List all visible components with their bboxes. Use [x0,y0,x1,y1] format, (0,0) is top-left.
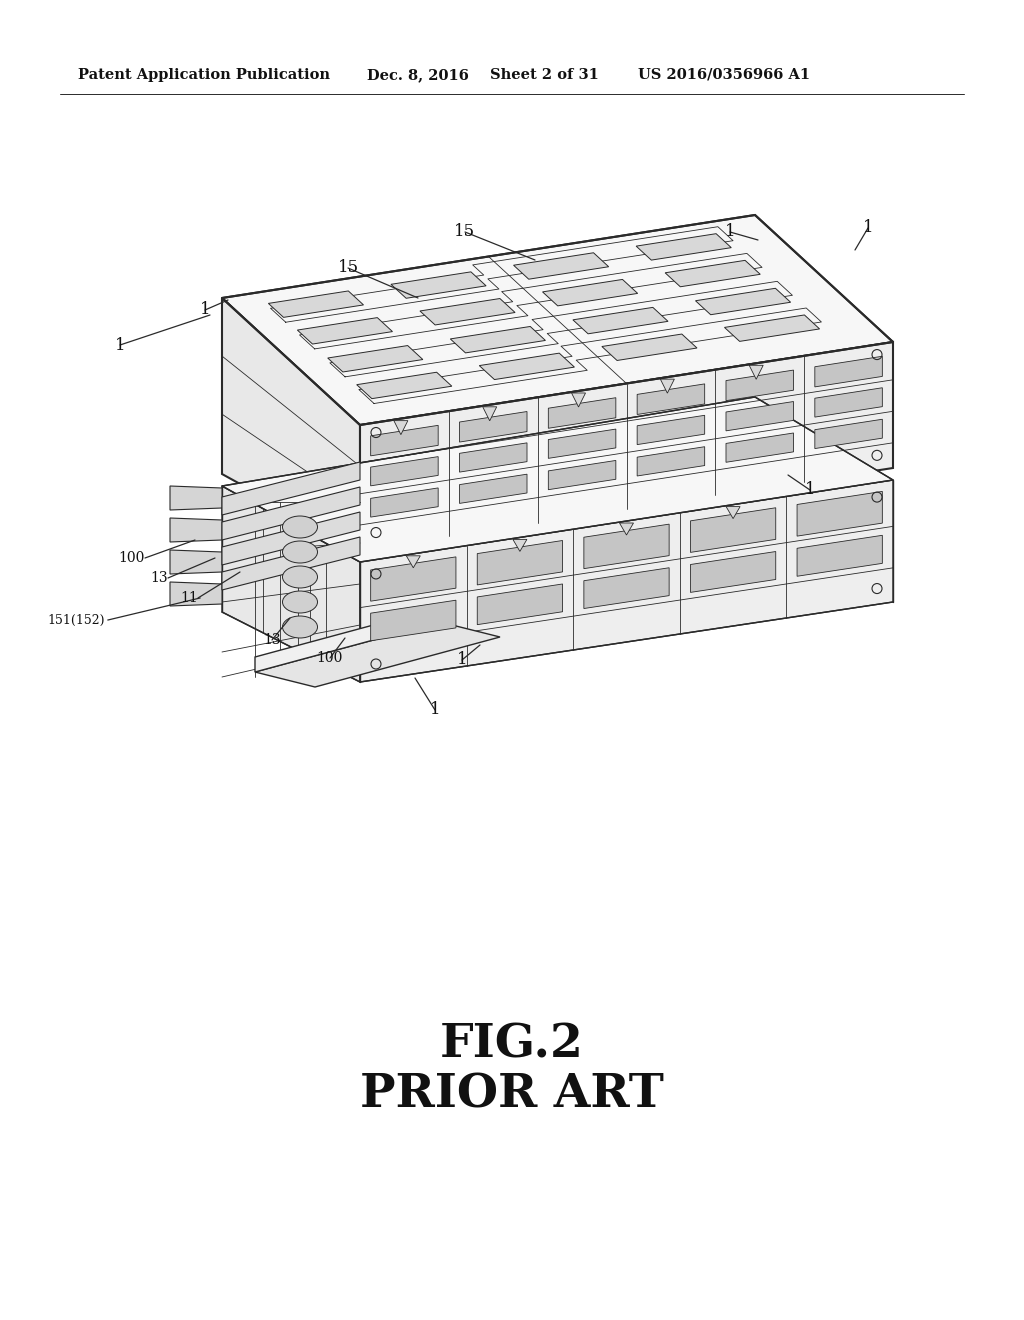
Text: 1: 1 [200,301,210,318]
Polygon shape [371,488,438,517]
Polygon shape [451,326,546,352]
Polygon shape [460,474,527,503]
Text: 1: 1 [805,482,815,499]
Polygon shape [222,537,360,590]
Polygon shape [255,622,500,686]
Polygon shape [514,252,608,280]
Text: Patent Application Publication: Patent Application Publication [78,69,330,82]
Text: 1: 1 [862,219,873,236]
Text: Dec. 8, 2016: Dec. 8, 2016 [367,69,469,82]
Polygon shape [815,420,883,449]
Polygon shape [637,384,705,414]
Polygon shape [750,366,763,379]
Polygon shape [297,318,392,345]
Text: 13: 13 [263,634,281,647]
Polygon shape [695,288,791,314]
Polygon shape [815,388,883,417]
Polygon shape [572,308,668,334]
Polygon shape [548,429,615,458]
Polygon shape [797,536,883,577]
Polygon shape [391,272,486,298]
Polygon shape [726,507,740,519]
Polygon shape [724,315,819,342]
Polygon shape [222,512,360,565]
Polygon shape [222,487,360,540]
Polygon shape [482,407,497,421]
Polygon shape [360,480,893,682]
Polygon shape [666,260,760,286]
Polygon shape [548,461,615,490]
Text: US 2016/0356966 A1: US 2016/0356966 A1 [638,69,810,82]
Polygon shape [170,550,222,574]
Polygon shape [479,354,574,380]
Polygon shape [222,215,893,425]
Polygon shape [170,582,222,606]
Polygon shape [371,457,438,486]
Polygon shape [420,298,515,325]
Polygon shape [394,421,408,434]
Polygon shape [356,372,452,399]
Polygon shape [477,583,562,624]
Polygon shape [222,298,360,550]
Ellipse shape [283,591,317,612]
Polygon shape [477,540,562,585]
Text: 1: 1 [430,701,440,718]
Text: PRIOR ART: PRIOR ART [360,1072,664,1118]
Polygon shape [222,462,360,515]
Polygon shape [328,346,423,372]
Ellipse shape [283,541,317,564]
Text: 100: 100 [119,550,145,565]
Polygon shape [513,540,527,552]
Polygon shape [371,425,438,455]
Polygon shape [170,486,222,510]
Text: 1: 1 [115,337,125,354]
Polygon shape [726,370,794,401]
Polygon shape [797,491,883,536]
Polygon shape [360,342,893,550]
Polygon shape [690,508,776,552]
Text: 1: 1 [725,223,735,240]
Polygon shape [584,524,669,569]
Polygon shape [690,552,776,593]
Text: 100: 100 [316,651,343,665]
Polygon shape [268,290,364,317]
Text: Sheet 2 of 31: Sheet 2 of 31 [490,69,599,82]
Polygon shape [407,556,420,568]
Polygon shape [170,517,222,543]
Polygon shape [660,379,675,393]
Polygon shape [222,397,893,562]
Polygon shape [371,601,456,640]
Polygon shape [637,446,705,477]
Polygon shape [222,486,360,682]
Text: 1: 1 [457,652,467,668]
Ellipse shape [283,616,317,638]
Polygon shape [636,234,731,260]
Polygon shape [726,433,794,462]
Ellipse shape [283,516,317,539]
Ellipse shape [283,566,317,587]
Text: 13: 13 [151,572,168,585]
Polygon shape [584,568,669,609]
Polygon shape [602,334,697,360]
Text: FIG.2: FIG.2 [440,1022,584,1068]
Polygon shape [543,280,638,306]
Polygon shape [571,393,586,407]
Polygon shape [371,557,456,601]
Polygon shape [460,412,527,442]
Text: 11: 11 [180,591,198,605]
Polygon shape [620,523,634,535]
Text: 15: 15 [338,260,358,276]
Polygon shape [637,416,705,445]
Text: 151(152): 151(152) [47,614,105,627]
Polygon shape [815,356,883,387]
Polygon shape [548,397,615,428]
Text: 15: 15 [455,223,475,240]
Polygon shape [255,607,440,672]
Polygon shape [726,401,794,430]
Polygon shape [460,442,527,473]
